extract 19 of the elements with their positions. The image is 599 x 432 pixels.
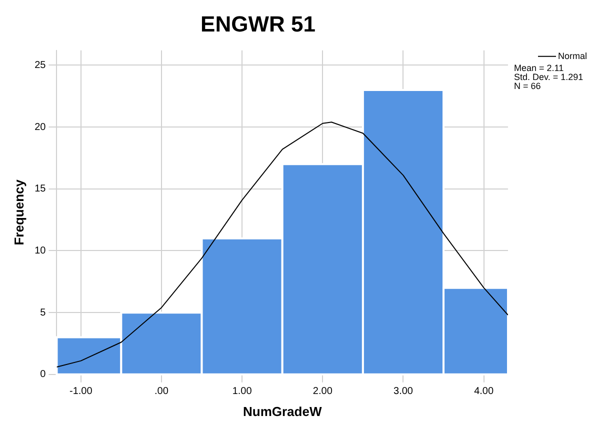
y-tick-label: 10 xyxy=(34,245,46,256)
x-tick-label: 2.00 xyxy=(312,386,333,398)
y-tick-label: 25 xyxy=(34,60,46,71)
x-tick-label: 4.00 xyxy=(474,386,494,398)
y-tick-label: 15 xyxy=(34,184,46,195)
text: N = 66 xyxy=(514,80,541,91)
x-tick-label: 1.00 xyxy=(232,386,252,398)
y-tick-label: 5 xyxy=(40,307,46,318)
text: Mean = 2.11 xyxy=(514,62,564,73)
legend-label: Normal xyxy=(558,50,588,61)
y-tick-label: 20 xyxy=(34,122,46,133)
x-tick-label: .00 xyxy=(154,386,169,398)
text: Std. Dev. = 1.291 xyxy=(514,72,584,82)
x-tick-label: -1.00 xyxy=(70,386,93,398)
y-tick-label: 0 xyxy=(40,369,46,380)
x-axis-title: NumGradeW xyxy=(242,404,322,419)
chart-title: ENGWR 51 xyxy=(200,11,316,36)
x-tick-label: 3.00 xyxy=(394,386,414,398)
y-axis-title: Frequency xyxy=(11,178,26,246)
